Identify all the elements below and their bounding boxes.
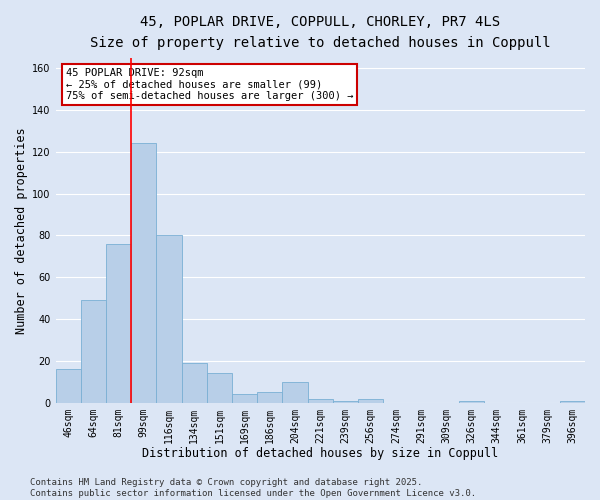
Bar: [283, 382, 308, 402]
Bar: [106, 244, 131, 402]
Bar: [182, 363, 207, 403]
Bar: [207, 374, 232, 402]
Bar: [157, 236, 182, 402]
Bar: [308, 398, 333, 402]
Bar: [81, 300, 106, 402]
Y-axis label: Number of detached properties: Number of detached properties: [15, 127, 28, 334]
Title: 45, POPLAR DRIVE, COPPULL, CHORLEY, PR7 4LS
Size of property relative to detache: 45, POPLAR DRIVE, COPPULL, CHORLEY, PR7 …: [90, 15, 551, 50]
Bar: [257, 392, 283, 402]
Text: 45 POPLAR DRIVE: 92sqm
← 25% of detached houses are smaller (99)
75% of semi-det: 45 POPLAR DRIVE: 92sqm ← 25% of detached…: [66, 68, 353, 102]
Bar: [358, 398, 383, 402]
Bar: [232, 394, 257, 402]
Bar: [560, 400, 585, 402]
Text: Contains HM Land Registry data © Crown copyright and database right 2025.
Contai: Contains HM Land Registry data © Crown c…: [30, 478, 476, 498]
Bar: [459, 400, 484, 402]
Bar: [333, 400, 358, 402]
Bar: [131, 144, 157, 402]
X-axis label: Distribution of detached houses by size in Coppull: Distribution of detached houses by size …: [142, 447, 499, 460]
Bar: [56, 370, 81, 402]
